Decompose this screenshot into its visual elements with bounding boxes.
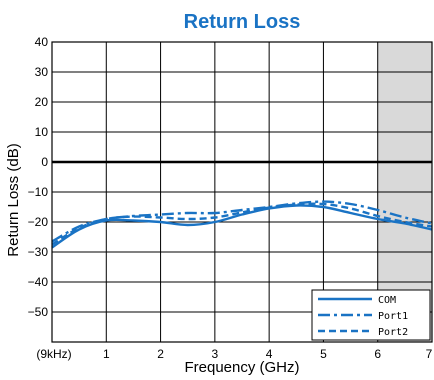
y-tick-label: 40	[35, 35, 49, 49]
legend-label: COM	[378, 295, 396, 306]
y-tick-label: −10	[28, 185, 49, 199]
x-tick-label: 5	[320, 347, 327, 361]
legend: COM Port1 Port2	[311, 289, 431, 341]
x-axis-label: Frequency (GHz)	[184, 359, 299, 376]
x-tick-label: 1	[103, 347, 110, 361]
y-tick-label: 20	[35, 95, 49, 109]
series-layer	[51, 200, 433, 249]
x-tick-label: (9kHz)	[36, 347, 71, 361]
x-tick-label: 7	[426, 347, 433, 361]
x-tick-label: 6	[374, 347, 381, 361]
chart-title: Return Loss	[184, 11, 301, 33]
y-axis-label: Return Loss (dB)	[5, 143, 22, 256]
y-tick-label: 30	[35, 65, 49, 79]
plot-frame	[51, 41, 433, 343]
y-tick-labels: 40 30 20 10 0 −10 −20 −30 −40 −50	[28, 35, 49, 319]
y-tick-label: −40	[28, 275, 49, 289]
x-tick-labels: (9kHz) 1 2 3 4 5 6 7	[36, 347, 432, 361]
x-tick-label: 3	[212, 347, 219, 361]
grid-layer	[52, 42, 432, 342]
series-line-com	[51, 204, 433, 249]
series-line-port2	[51, 202, 433, 246]
y-tick-label: 0	[41, 155, 48, 169]
y-tick-label: 10	[35, 125, 49, 139]
legend-label: Port1	[378, 311, 408, 322]
x-tick-label: 4	[266, 347, 273, 361]
series-line-port1	[51, 200, 433, 243]
y-tick-label: −50	[28, 305, 49, 319]
legend-label: Port2	[378, 327, 408, 338]
y-tick-label: −30	[28, 245, 49, 259]
y-tick-label: −20	[28, 215, 49, 229]
x-tick-label: 2	[157, 347, 164, 361]
